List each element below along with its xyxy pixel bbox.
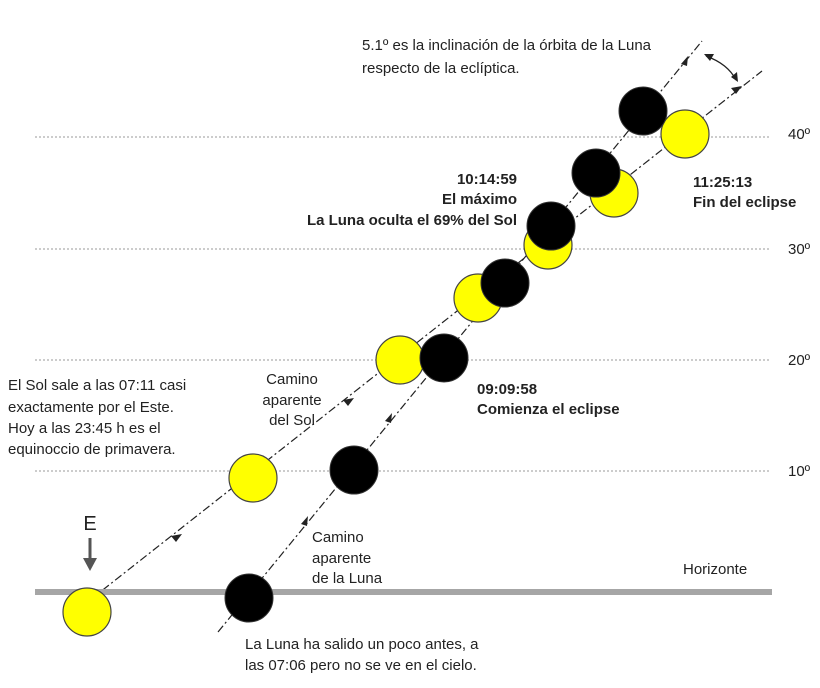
altitude-label: 30º bbox=[788, 241, 811, 258]
moons bbox=[224, 86, 668, 623]
sun-path bbox=[89, 70, 763, 601]
time-label: 11:25:13 bbox=[693, 174, 752, 191]
horizon-label: Horizonte bbox=[683, 561, 747, 578]
annotation: La Luna ha salido un poco antes, a bbox=[245, 636, 479, 653]
annotation: Fin del eclipse bbox=[693, 194, 796, 211]
sun bbox=[62, 587, 112, 637]
annotation: exactamente por el Este. bbox=[8, 399, 174, 416]
path-label: de la Luna bbox=[312, 570, 383, 587]
annotation: La Luna oculta el 69% del Sol bbox=[307, 212, 517, 229]
altitude-label: 40º bbox=[788, 126, 811, 143]
arrow-head bbox=[731, 72, 738, 82]
annotation: respecto de la eclíptica. bbox=[362, 60, 520, 77]
moon-path bbox=[217, 40, 703, 633]
moon bbox=[329, 445, 379, 495]
path-label: aparente bbox=[262, 392, 321, 409]
annotation: El máximo bbox=[442, 191, 517, 208]
annotation: Comienza el eclipse bbox=[477, 401, 620, 418]
path-label: aparente bbox=[312, 550, 371, 567]
annotation: Hoy a las 23:45 h es el bbox=[8, 420, 161, 437]
sun bbox=[228, 453, 278, 503]
annotation: El Sol sale a las 07:11 casi bbox=[8, 377, 186, 394]
sun bbox=[660, 109, 710, 159]
moon bbox=[480, 258, 530, 308]
path-arrows bbox=[171, 56, 742, 542]
sun bbox=[375, 335, 425, 385]
moon bbox=[224, 573, 274, 623]
arrow-head bbox=[83, 558, 97, 571]
arrow-head bbox=[704, 54, 714, 61]
annotation: 5.1º es la inclinación de la órbita de l… bbox=[362, 37, 652, 54]
altitude-label: 10º bbox=[788, 463, 811, 480]
moon bbox=[526, 201, 576, 251]
path-label: del Sol bbox=[269, 412, 315, 429]
annotation: equinoccio de primavera. bbox=[8, 441, 176, 458]
east-label: E bbox=[83, 513, 96, 535]
moon bbox=[419, 333, 469, 383]
path-label: Camino bbox=[266, 371, 318, 388]
time-label: 09:09:58 bbox=[477, 381, 537, 398]
path-label: Camino bbox=[312, 529, 364, 546]
altitude-label: 20º bbox=[788, 352, 811, 369]
time-label: 10:14:59 bbox=[457, 171, 517, 188]
annotation: las 07:06 pero no se ve en el cielo. bbox=[245, 657, 477, 674]
moon bbox=[618, 86, 668, 136]
moon bbox=[571, 148, 621, 198]
